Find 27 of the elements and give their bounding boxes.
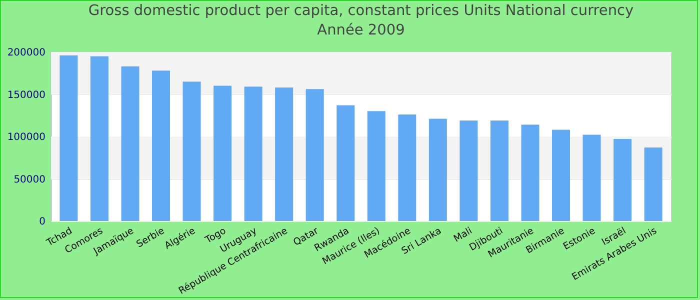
chart-subtitle: Année 2009 <box>317 22 405 38</box>
y-tick-label: 150000 <box>7 90 46 101</box>
bar <box>214 86 232 221</box>
bar <box>275 87 294 221</box>
bar <box>644 147 662 221</box>
bar <box>244 86 262 221</box>
bar <box>582 134 601 221</box>
y-tick-label: 200000 <box>7 48 46 58</box>
bar <box>490 120 508 221</box>
y-tick-label: 100000 <box>7 132 46 143</box>
bar <box>306 89 324 221</box>
y-tick-label: 50000 <box>14 174 46 186</box>
bar <box>152 70 170 221</box>
bar <box>428 118 447 221</box>
y-tick-label: 0 <box>39 216 46 228</box>
bar <box>552 130 570 221</box>
bar <box>398 114 416 221</box>
bar <box>60 55 78 221</box>
bar <box>182 82 201 221</box>
bar <box>90 56 108 221</box>
chart-title: Gross domestic product per capita, constant prices Units National currency <box>88 3 634 19</box>
bar <box>336 105 355 221</box>
bar <box>614 139 632 221</box>
bar <box>367 111 386 221</box>
bar <box>521 124 540 221</box>
bar <box>460 120 478 221</box>
bar <box>121 66 140 221</box>
